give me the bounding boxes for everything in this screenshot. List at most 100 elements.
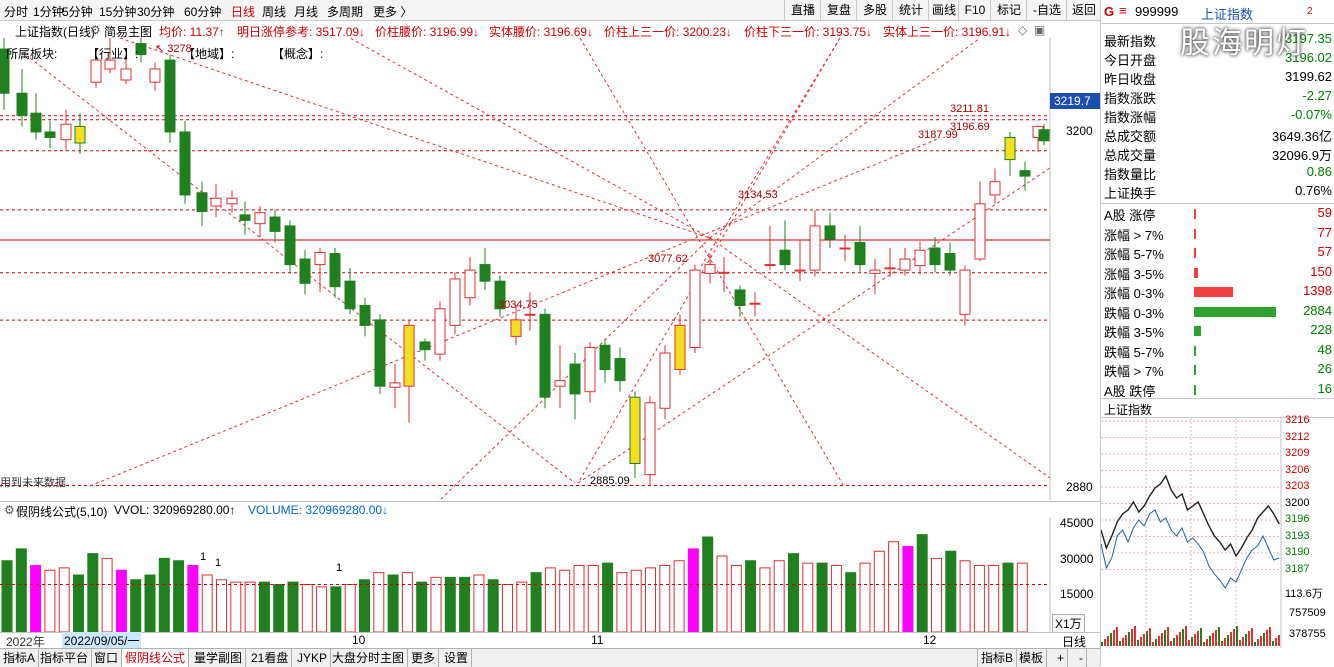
volume-bar bbox=[716, 555, 728, 632]
replay-button[interactable]: 复盘 bbox=[820, 0, 857, 20]
add-watchlist-button[interactable]: -自选 bbox=[1026, 0, 1067, 20]
volume-bar bbox=[916, 534, 928, 632]
menu-icon[interactable]: ≡ bbox=[1119, 3, 1127, 18]
tab-volume-study[interactable]: 量学副图 bbox=[191, 649, 247, 667]
tab-market-intraday[interactable]: 大盘分时主图 bbox=[329, 649, 409, 667]
multi-stock-button[interactable]: 多股 bbox=[856, 0, 893, 20]
stat-label: 今日开盘 bbox=[1104, 53, 1157, 68]
date-axis bbox=[0, 632, 1100, 648]
period-tab-60min[interactable]: 60分钟 bbox=[184, 5, 222, 19]
period-tab-monthly[interactable]: 月线 bbox=[294, 5, 319, 19]
breadth-row: 跌幅 > 7% 26 bbox=[1104, 360, 1332, 379]
volume-bar bbox=[316, 586, 328, 632]
candle-body bbox=[659, 352, 671, 409]
zoom-out-button[interactable]: - bbox=[1076, 649, 1087, 667]
period-indicator[interactable]: 日线 bbox=[1062, 635, 1087, 649]
tab-indicator-a[interactable]: 指标A bbox=[0, 649, 40, 667]
volume-settings-icon[interactable]: ⚙ bbox=[4, 503, 15, 517]
tab-more[interactable]: 更多 bbox=[408, 649, 440, 667]
volume-bar bbox=[873, 550, 885, 632]
scroll-up-icon[interactable]: ▣ bbox=[1034, 23, 1046, 37]
period-tab-5min[interactable]: 5分钟 bbox=[62, 5, 93, 19]
vvol-label: VVOL: 320969280.00↑ bbox=[114, 503, 235, 517]
stats-button[interactable]: 统计 bbox=[892, 0, 929, 20]
candle-body bbox=[899, 258, 911, 271]
gann-ray bbox=[579, 38, 846, 489]
mini-volume-bar bbox=[1197, 631, 1199, 646]
period-tab-more[interactable]: 更多 〉 bbox=[373, 5, 413, 19]
collapse-icon[interactable]: ◇ bbox=[1018, 23, 1028, 37]
volume-formula-label[interactable]: 假阴线公式(5,10) bbox=[16, 505, 108, 519]
mini-volume-bar bbox=[1215, 630, 1217, 646]
volume-bar bbox=[645, 567, 656, 632]
breadth-row: 涨幅 3-5% 150 bbox=[1104, 263, 1332, 282]
zoom-in-button[interactable]: + bbox=[1054, 649, 1069, 667]
candle-body bbox=[479, 264, 491, 282]
breadth-bar bbox=[1194, 228, 1197, 239]
mini-volume-bar bbox=[1161, 633, 1163, 646]
mini-volume-bar bbox=[1200, 628, 1202, 646]
mini-volume-bar bbox=[1194, 634, 1196, 646]
sector-industry[interactable]: 【行业】: bbox=[87, 47, 139, 61]
period-tab-15min[interactable]: 15分钟 bbox=[99, 5, 137, 19]
candle-body bbox=[329, 253, 341, 288]
body-upper-third-price: 实体上三一价: 3196.91↓ bbox=[883, 25, 1012, 39]
mini-volume-bar bbox=[1233, 629, 1235, 646]
tab-template[interactable]: 模板 bbox=[1016, 649, 1048, 667]
mark-button[interactable]: 标记 bbox=[990, 0, 1027, 20]
mini-volume-bar bbox=[1149, 628, 1151, 646]
main-chart-label[interactable]: 简易主图 bbox=[104, 25, 153, 39]
candle-body bbox=[944, 253, 956, 271]
sector-region[interactable]: 【地域】: bbox=[183, 47, 235, 61]
candle-body bbox=[869, 269, 881, 274]
f10-button[interactable]: F10 bbox=[958, 0, 991, 20]
period-tab-weekly[interactable]: 周线 bbox=[262, 5, 287, 19]
tab-indicator-platform[interactable]: 指标平台 bbox=[37, 649, 93, 667]
breadth-label: 跌幅 0-3% bbox=[1104, 305, 1164, 321]
bottom-tab-bar: 指标A 指标平台 窗口 假阴线公式 量学副图 21看盘 JYKP 大盘分时主图 … bbox=[0, 648, 1100, 667]
candle-body bbox=[569, 363, 581, 395]
mini-vol-axis-low: 378755 bbox=[1289, 628, 1326, 640]
volume-value: VOLUME: 320969280.00↓ bbox=[248, 503, 389, 517]
period-tab-1min[interactable]: 1分钟 bbox=[33, 5, 64, 19]
breadth-label: A股 涨停 bbox=[1104, 208, 1156, 223]
period-tab-multi[interactable]: 多周期 bbox=[327, 5, 364, 19]
volume-bar bbox=[959, 560, 971, 632]
mini-volume-bar bbox=[1101, 642, 1103, 646]
mini-intraday-chart[interactable] bbox=[1101, 418, 1334, 648]
price-annotation: 3034.75 bbox=[498, 299, 538, 311]
candle-body bbox=[210, 197, 222, 207]
draw-line-button[interactable]: 画线 bbox=[928, 0, 959, 20]
candle-body bbox=[359, 304, 371, 326]
tab-settings[interactable]: 设置 bbox=[441, 649, 473, 667]
live-button[interactable]: 直播 bbox=[784, 0, 821, 20]
settings-icon[interactable]: ⚙ bbox=[90, 23, 101, 37]
volume-bar bbox=[15, 548, 27, 632]
candle-body bbox=[403, 324, 415, 387]
candle-body bbox=[929, 247, 941, 266]
period-tab-intraday[interactable]: 分时 bbox=[4, 5, 29, 19]
breadth-label: 涨幅 3-5% bbox=[1104, 266, 1164, 282]
stat-value: -0.07% bbox=[1290, 107, 1332, 122]
trend-lines bbox=[0, 38, 1051, 500]
volume-bar bbox=[988, 565, 1000, 632]
volume-bar bbox=[630, 569, 642, 632]
back-button[interactable]: 返回 bbox=[1066, 0, 1101, 20]
mini-volume-bar bbox=[1146, 631, 1148, 646]
breadth-bar bbox=[1194, 365, 1196, 375]
mini-volume-bar bbox=[1218, 627, 1220, 646]
period-tab-30min[interactable]: 30分钟 bbox=[137, 5, 175, 19]
breadth-bar bbox=[1194, 345, 1196, 356]
volume-axis-15000: 15000 bbox=[1060, 587, 1094, 601]
stat-label: 总成交额 bbox=[1104, 129, 1157, 144]
period-tab-daily[interactable]: 日线 bbox=[231, 5, 256, 19]
tab-21-watch[interactable]: 21看盘 bbox=[248, 649, 293, 667]
tab-jykp[interactable]: JYKP bbox=[294, 649, 332, 667]
tab-indicator-b[interactable]: 指标B bbox=[977, 649, 1018, 667]
tab-window[interactable]: 窗口 bbox=[91, 649, 123, 667]
candle-body bbox=[854, 241, 866, 266]
tab-fake-yin-formula[interactable]: 假阴线公式 bbox=[122, 649, 190, 667]
sector-concept[interactable]: 【概念】: bbox=[272, 47, 324, 61]
volume-bar bbox=[888, 541, 900, 632]
